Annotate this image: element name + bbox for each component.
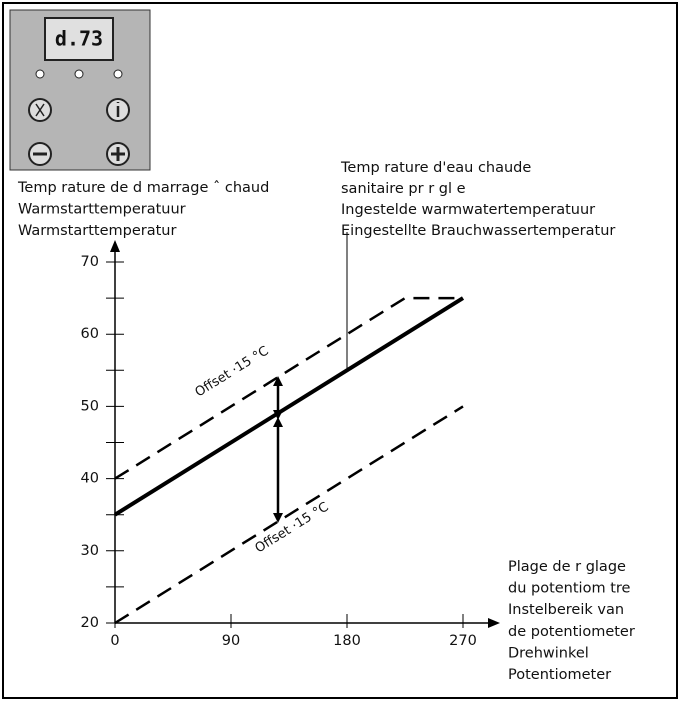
y-tick-label: 60 <box>81 326 99 342</box>
led <box>75 70 83 78</box>
offset-arrows <box>273 376 283 523</box>
x-label: Instelbereik van <box>508 602 624 618</box>
x-label: Potentiometer <box>508 667 611 683</box>
x-tick-label: 0 <box>110 633 119 649</box>
setpoint-label: Eingestellte Brauchwassertemperatur <box>341 223 615 239</box>
y-label: Warmstarttemperatur <box>18 223 176 239</box>
setpoint-label: Temp rature d'eau chaude <box>340 160 531 176</box>
line <box>115 298 463 479</box>
setpoint-label: Ingestelde warmwatertemperatuur <box>341 202 595 218</box>
setpoint-label: sanitaire pr r gl e <box>341 181 466 197</box>
y-tick-label: 30 <box>81 543 99 559</box>
x-label: Plage de r glage <box>508 559 626 575</box>
y-label: Warmstarttemperatuur <box>18 202 186 218</box>
x-tick-label: 90 <box>222 633 240 649</box>
y-tick-label: 70 <box>81 254 99 270</box>
control-panel: d.73 <box>10 10 150 170</box>
page: d.73 20 30 40 50 60 70 0 90 180 270 Offset ·15 °C O… <box>0 0 680 701</box>
offset-annotation: Offset ·15 °C <box>193 344 272 401</box>
y-label: Temp rature de d marrage ˆ chaud <box>17 180 269 196</box>
x-label: Drehwinkel <box>508 645 589 661</box>
line <box>115 298 463 515</box>
x-label: de potentiometer <box>508 624 635 640</box>
x-label: du potentiom tre <box>508 581 631 597</box>
y-tick-label: 50 <box>81 398 99 414</box>
led <box>114 70 122 78</box>
line <box>115 406 463 623</box>
offset-annotation: Offset ·15 °C <box>253 500 332 557</box>
y-tick-label: 20 <box>81 615 99 631</box>
x-tick-label: 270 <box>449 633 477 649</box>
led <box>36 70 44 78</box>
display-text: d.73 <box>55 27 103 51</box>
x-arrowhead <box>488 618 500 628</box>
y-arrowhead <box>110 240 120 252</box>
y-tick-label: 40 <box>81 471 99 487</box>
x-tick-label: 180 <box>333 633 361 649</box>
